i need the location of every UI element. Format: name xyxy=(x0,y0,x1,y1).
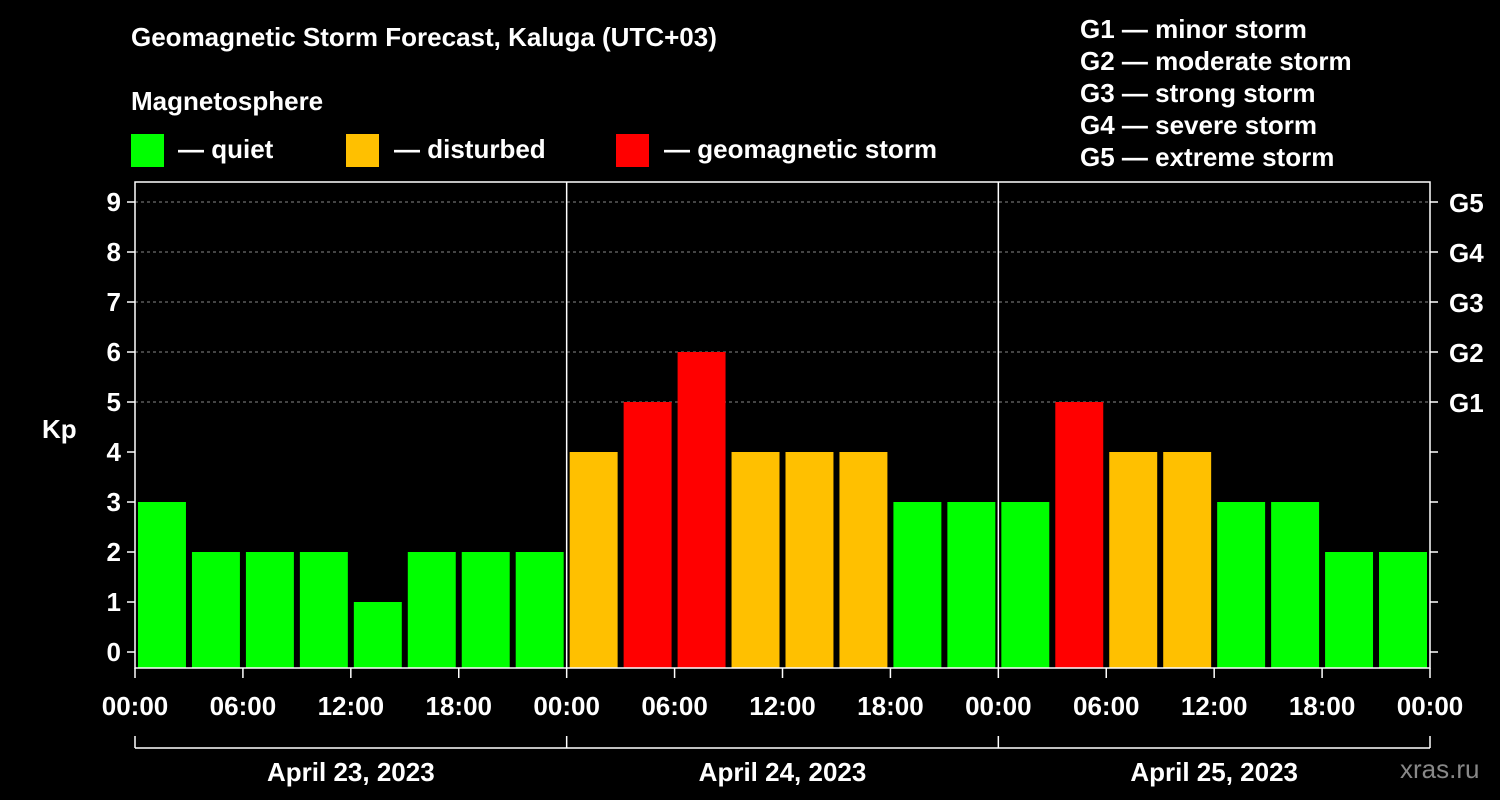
chart-title: Geomagnetic Storm Forecast, Kaluga (UTC+… xyxy=(131,22,717,52)
bar-12 xyxy=(785,452,834,668)
bar-6 xyxy=(461,552,510,668)
day-label-2: April 25, 2023 xyxy=(1130,757,1298,787)
x-tick-label-4: 00:00 xyxy=(533,691,600,721)
x-tick-label-12: 00:00 xyxy=(1397,691,1464,721)
x-tick-label-5: 06:00 xyxy=(641,691,708,721)
bar-22 xyxy=(1325,552,1374,668)
g-scale-g3: G3 — strong storm xyxy=(1080,78,1316,108)
g-scale-g1: G1 — minor storm xyxy=(1080,14,1307,44)
bar-8 xyxy=(569,452,618,668)
bar-19 xyxy=(1163,452,1212,668)
bar-7 xyxy=(515,552,564,668)
g-scale-g2: G2 — moderate storm xyxy=(1080,46,1352,76)
bar-21 xyxy=(1271,502,1320,668)
bar-15 xyxy=(947,502,996,668)
magnetosphere-label: Magnetosphere xyxy=(131,86,324,116)
g-tick-label-G2: G2 xyxy=(1449,338,1484,368)
watermark: xras.ru xyxy=(1400,754,1480,784)
y-tick-label-3: 3 xyxy=(107,487,121,517)
bar-3 xyxy=(299,552,348,668)
y-tick-label-2: 2 xyxy=(107,537,121,567)
bar-14 xyxy=(893,502,942,668)
g-tick-label-G3: G3 xyxy=(1449,288,1484,318)
bar-10 xyxy=(677,352,726,668)
g-scale-g4: G4 — severe storm xyxy=(1080,110,1318,140)
bar-4 xyxy=(353,602,402,668)
x-tick-label-11: 18:00 xyxy=(1289,691,1356,721)
x-tick-label-7: 18:00 xyxy=(857,691,924,721)
bar-23 xyxy=(1379,552,1427,668)
disturbed-swatch xyxy=(346,134,379,167)
y-tick-label-9: 9 xyxy=(107,187,121,217)
bar-18 xyxy=(1109,452,1158,668)
y-tick-label-5: 5 xyxy=(107,387,121,417)
x-tick-label-2: 12:00 xyxy=(318,691,385,721)
g-tick-label-G5: G5 xyxy=(1449,188,1484,218)
y-tick-label-4: 4 xyxy=(107,437,122,467)
x-tick-label-9: 06:00 xyxy=(1073,691,1140,721)
legend-quiet: — quiet xyxy=(178,134,274,164)
y-tick-label-7: 7 xyxy=(107,287,121,317)
bar-11 xyxy=(731,452,780,668)
x-tick-label-8: 00:00 xyxy=(965,691,1032,721)
day-label-1: April 24, 2023 xyxy=(699,757,867,787)
day-label-0: April 23, 2023 xyxy=(267,757,435,787)
bar-16 xyxy=(1001,502,1050,668)
x-tick-label-6: 12:00 xyxy=(749,691,816,721)
y-tick-label-0: 0 xyxy=(107,637,121,667)
y-tick-label-8: 8 xyxy=(107,237,121,267)
x-tick-label-1: 06:00 xyxy=(210,691,277,721)
bar-1 xyxy=(191,552,240,668)
x-tick-label-10: 12:00 xyxy=(1181,691,1248,721)
y-tick-label-6: 6 xyxy=(107,337,121,367)
x-tick-label-0: 00:00 xyxy=(102,691,169,721)
legend-storm: — geomagnetic storm xyxy=(664,134,938,164)
x-tick-label-3: 18:00 xyxy=(426,691,493,721)
g-tick-label-G1: G1 xyxy=(1449,388,1484,418)
storm-swatch xyxy=(616,134,649,167)
bar-9 xyxy=(623,402,672,668)
g-scale-g5: G5 — extreme storm xyxy=(1080,142,1335,172)
y-axis-label: Kp xyxy=(42,414,77,444)
legend-disturbed: — disturbed xyxy=(394,134,546,164)
y-tick-label-1: 1 xyxy=(107,587,121,617)
bar-5 xyxy=(407,552,456,668)
g-tick-label-G4: G4 xyxy=(1449,238,1484,268)
bar-2 xyxy=(245,552,294,668)
bar-13 xyxy=(839,452,888,668)
quiet-swatch xyxy=(131,134,164,167)
bar-17 xyxy=(1055,402,1104,668)
bar-0 xyxy=(138,502,186,668)
bar-20 xyxy=(1217,502,1266,668)
